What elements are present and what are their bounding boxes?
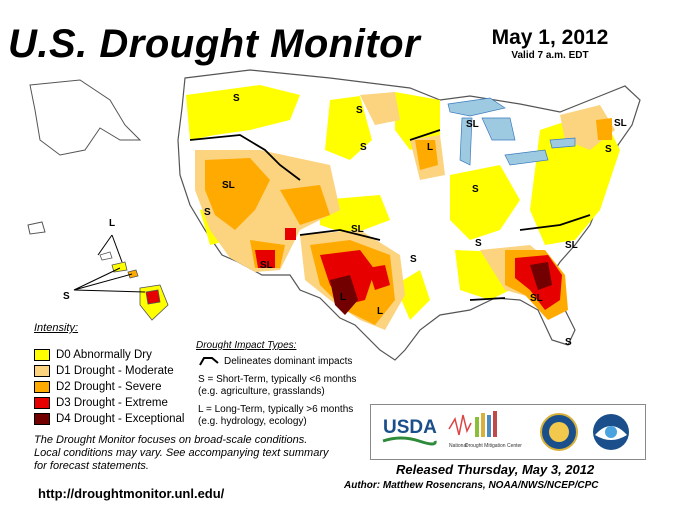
doc-seal-icon: [540, 413, 578, 451]
svg-text:National: National: [449, 443, 467, 449]
noaa-logo-icon: [593, 414, 629, 450]
website-link[interactable]: http://droughtmonitor.unl.edu/: [38, 486, 225, 501]
map-label-s: S: [410, 254, 417, 265]
svg-text:USDA: USDA: [383, 417, 437, 438]
impact-line-text: Delineates dominant impacts: [224, 356, 353, 367]
legend-label: D0 Abnormally Dry: [56, 349, 152, 361]
legend-item-d2: D2 Drought - Severe: [34, 380, 161, 394]
legend-item-d0: D0 Abnormally Dry: [34, 348, 152, 362]
valid-time: Valid 7 a.m. EDT: [511, 50, 589, 61]
map-date: May 1, 2012: [491, 26, 609, 49]
map-label-sl: SL: [530, 293, 543, 304]
legend-item-d3: D3 Drought - Extreme: [34, 396, 168, 410]
map-label-s: S: [475, 238, 482, 249]
impact-short-term: S = Short-Term, typically <6 months: [198, 374, 357, 385]
legend-item-d1: D1 Drought - Moderate: [34, 364, 174, 378]
footnote: The Drought Monitor focuses on broad-sca…: [34, 434, 364, 473]
impact-short-term-examples: (e.g. agriculture, grasslands): [198, 386, 325, 397]
map-label-sl: SL: [614, 118, 627, 129]
legend-label: D1 Drought - Moderate: [56, 365, 174, 377]
map-label-l: L: [427, 142, 433, 153]
map-label-l: L: [109, 218, 115, 229]
footnote-line: Local conditions may vary. See accompany…: [34, 447, 329, 459]
impact-types-title: Drought Impact Types:: [196, 340, 297, 351]
legend-label: D3 Drought - Extreme: [56, 397, 168, 409]
impact-long-term: L = Long-Term, typically >6 months: [198, 404, 354, 415]
legend-label: D2 Drought - Severe: [56, 381, 162, 393]
map-label-s: S: [565, 337, 572, 348]
legend-swatch: [34, 365, 50, 377]
alaska-outline: [29, 79, 142, 156]
map-label-sl: SL: [565, 240, 578, 251]
release-date: Released Thursday, May 3, 2012: [396, 462, 595, 477]
legend-item-d4: D4 Drought - Exceptional: [34, 412, 184, 426]
legend-swatch: [34, 349, 50, 361]
author: Author: Matthew Rosencrans, NOAA/NWS/NCE…: [344, 480, 599, 491]
ndmc-logo: National Drought Mitigation Center: [448, 411, 522, 449]
map-label-s: S: [356, 105, 363, 116]
map-label-sl: SL: [351, 224, 364, 235]
map-label-s: S: [360, 142, 367, 153]
legend-swatch: [34, 413, 50, 425]
map-label-s: S: [63, 291, 70, 302]
footnote-line: for forecast statements.: [34, 460, 149, 472]
legend-swatch: [34, 397, 50, 409]
footnote-line: The Drought Monitor focuses on broad-sca…: [34, 434, 308, 446]
map-label-s: S: [605, 144, 612, 155]
svg-text:Drought Mitigation Center: Drought Mitigation Center: [465, 443, 522, 449]
page-title: U.S. Drought Monitor: [8, 22, 421, 66]
map-label-s: S: [472, 184, 479, 195]
legend-swatch: [34, 381, 50, 393]
agency-logos: USDA National Drought Mitigation Center: [370, 404, 646, 460]
impact-long-term-examples: (e.g. hydrology, ecology): [198, 416, 307, 427]
legend-label: D4 Drought - Exceptional: [56, 413, 185, 425]
map-label-sl: SL: [222, 180, 235, 191]
usda-logo: USDA: [382, 417, 437, 446]
legend-title: Intensity:: [34, 322, 79, 334]
map-label-s: S: [233, 93, 240, 104]
map-label-l: L: [377, 306, 383, 317]
map-label-l: L: [340, 292, 346, 303]
map-label-sl: SL: [466, 119, 479, 130]
impact-line-icon: [199, 357, 219, 366]
map-label-sl: SL: [260, 260, 273, 271]
map-label-s: S: [204, 207, 211, 218]
